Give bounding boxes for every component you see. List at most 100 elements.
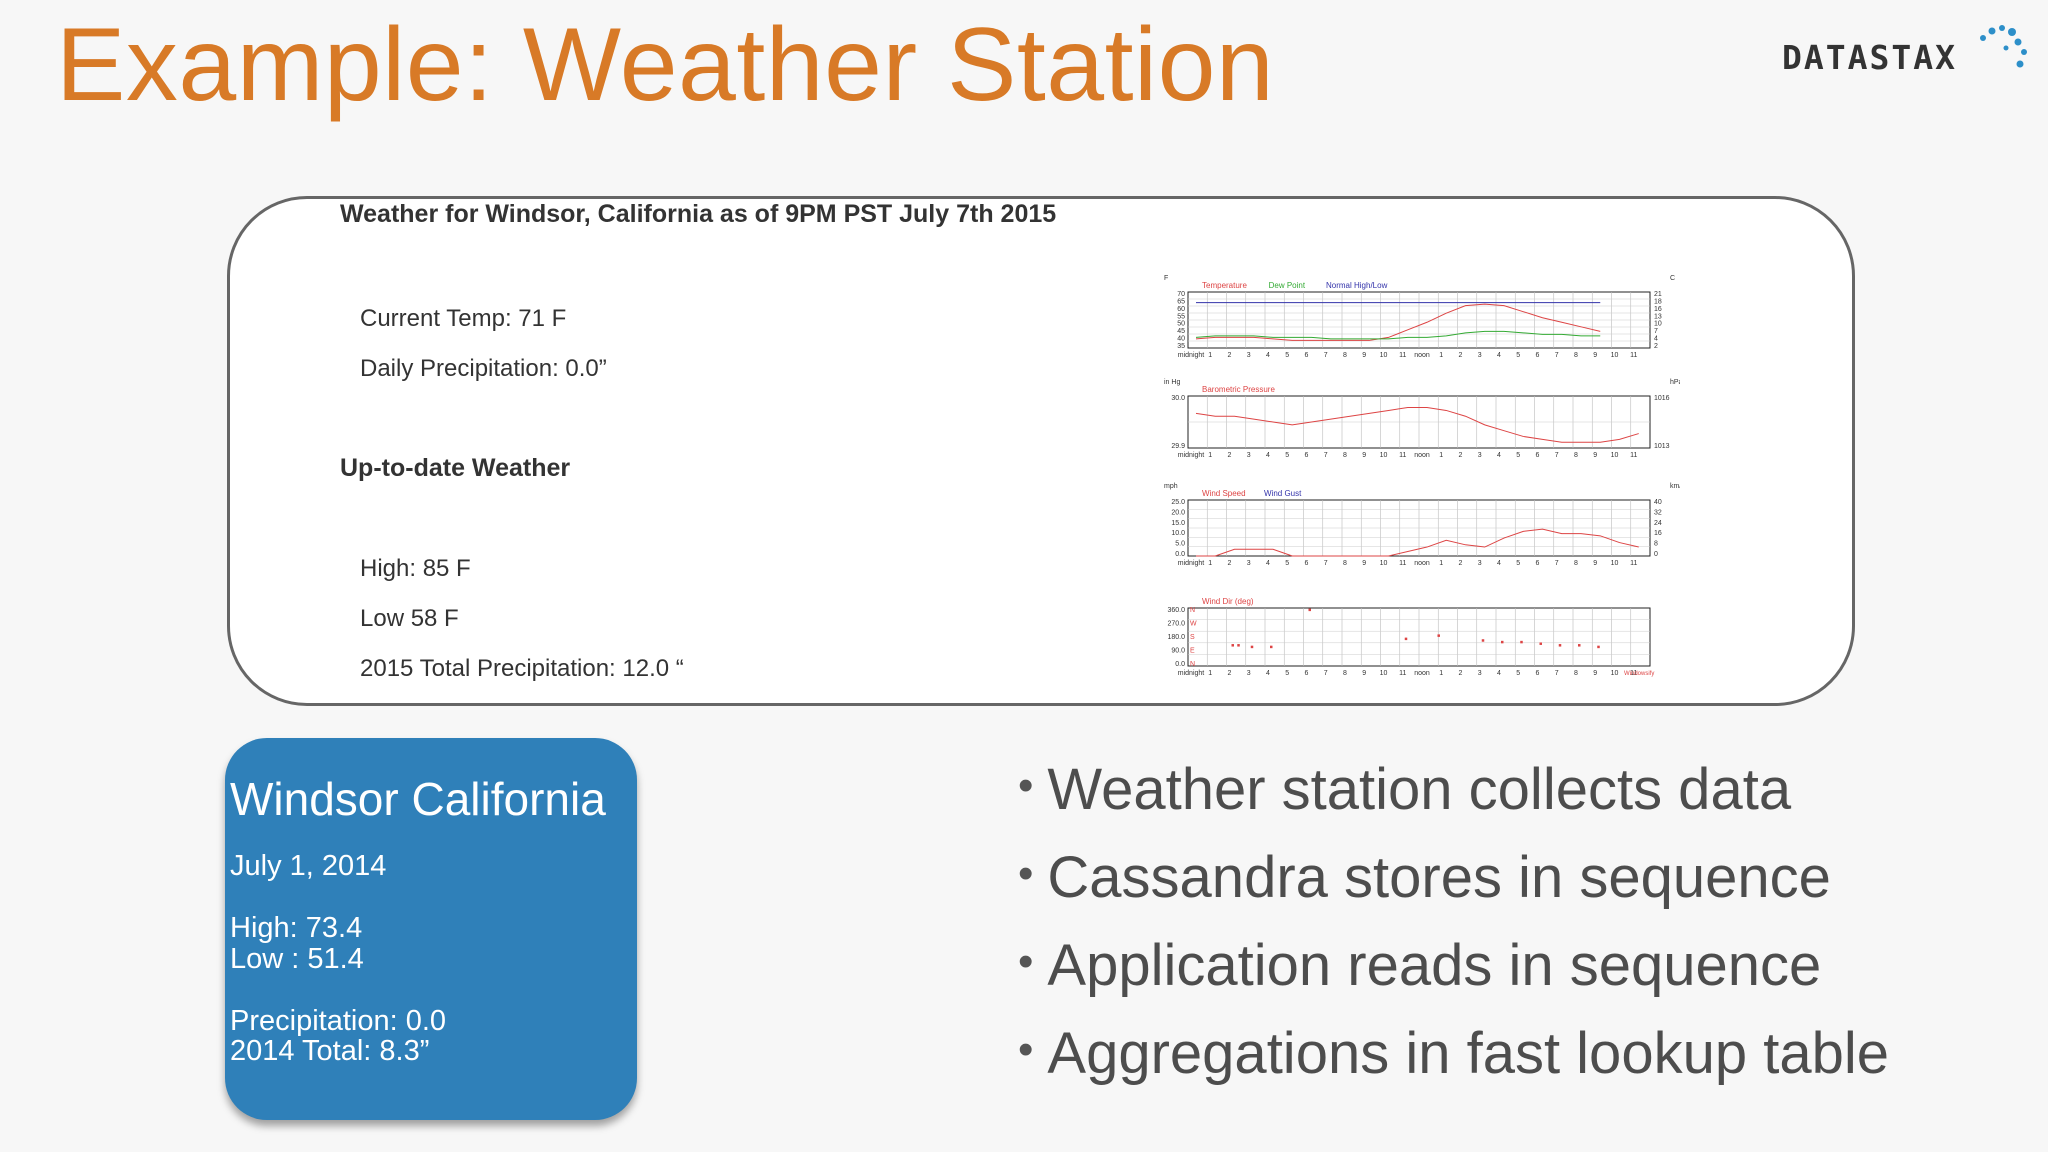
high-temp: High: 85 F: [360, 555, 471, 582]
y-tick-label: 30.0: [1171, 395, 1185, 402]
x-tick-label: 9: [1362, 352, 1366, 359]
y-tick-label: 25.0: [1171, 499, 1185, 506]
wind-dir-point: [1404, 637, 1408, 641]
x-tick-label: 6: [1305, 452, 1309, 459]
current-temp: Current Temp: 71 F: [360, 305, 567, 332]
series-line: [1195, 330, 1601, 340]
x-tick-label: 4: [1497, 452, 1501, 459]
y-tick-label: 50: [1177, 321, 1185, 328]
x-tick-label: 5: [1516, 560, 1520, 567]
logo-dots-icon: [1980, 25, 2027, 68]
x-tick-label: 7: [1324, 452, 1328, 459]
y-tick-label: 10.0: [1171, 530, 1185, 537]
x-tick-label: 2: [1459, 352, 1463, 359]
bullet-item: • Weather station collects data: [1018, 756, 1791, 823]
x-tick-label: 11: [1630, 560, 1637, 567]
x-tick-label: midnight: [1178, 352, 1205, 359]
compass-label: W: [1190, 621, 1197, 628]
legend-label: Temperature: [1202, 281, 1247, 290]
wind-dir-point: [1539, 642, 1542, 645]
wind-dir-point: [1250, 645, 1254, 649]
y-tick-label: 5.0: [1175, 541, 1185, 548]
x-tick-label: 8: [1343, 452, 1347, 459]
y-tick-label: 10: [1654, 321, 1662, 328]
x-tick-label: 9: [1362, 670, 1366, 677]
wind-dir-point: [1308, 608, 1311, 612]
x-tick-label: 1: [1208, 452, 1212, 459]
y-tick-label: 24: [1654, 520, 1662, 527]
y-tick-label: 8: [1654, 541, 1658, 548]
x-tick-label: 7: [1555, 352, 1559, 359]
x-tick-label: 9: [1593, 670, 1597, 677]
x-tick-label: 3: [1478, 452, 1482, 459]
bullet-text: Cassandra stores in sequence: [1047, 845, 1831, 910]
legend-label: Wind Speed: [1202, 489, 1246, 498]
card-precipitation: Precipitation: 0.0: [230, 1005, 447, 1037]
x-tick-label: 11: [1399, 670, 1406, 677]
x-tick-label: 6: [1536, 352, 1540, 359]
bullet-text: Aggregations in fast lookup table: [1047, 1021, 1889, 1086]
weather-header: Weather for Windsor, California as of 9P…: [340, 200, 1057, 228]
x-tick-label: 9: [1593, 452, 1597, 459]
y-tick-label: 40: [1177, 336, 1185, 343]
x-tick-label: 7: [1324, 352, 1328, 359]
x-tick-label: 3: [1247, 452, 1251, 459]
bullet-dot-icon: •: [1018, 848, 1034, 898]
x-tick-label: 4: [1497, 670, 1501, 677]
bullet-dot-icon: •: [1018, 936, 1034, 986]
x-tick-label: 1: [1208, 670, 1212, 677]
y-tick-label: 13: [1654, 313, 1662, 320]
logo-text: DATASTAX: [1782, 38, 1957, 77]
wind-dir-point: [1520, 640, 1523, 644]
y-tick-label: 16: [1654, 306, 1662, 313]
x-tick-label: 1: [1439, 560, 1443, 567]
legend-label: Wind Gust: [1264, 489, 1302, 498]
y-tick-label: 65: [1177, 298, 1185, 305]
y-tick-label: 90.0: [1171, 648, 1185, 655]
x-tick-label: 1: [1439, 452, 1443, 459]
x-tick-label: 11: [1399, 452, 1406, 459]
x-tick-label: 6: [1536, 452, 1540, 459]
y-tick-label: 270.0: [1167, 621, 1185, 628]
x-tick-label: 3: [1478, 670, 1482, 677]
y-tick-label: 360.0: [1167, 607, 1185, 614]
x-tick-label: 10: [1611, 670, 1619, 677]
x-tick-label: noon: [1414, 670, 1430, 677]
legend-label: Normal High/Low: [1326, 281, 1388, 290]
x-tick-label: 5: [1285, 352, 1289, 359]
x-tick-label: 3: [1247, 352, 1251, 359]
chart-footer: Windowsify: [1624, 671, 1654, 677]
y-tick-label: 20.0: [1171, 509, 1185, 516]
x-tick-label: 1: [1208, 352, 1212, 359]
x-tick-label: 3: [1478, 560, 1482, 567]
card-low: Low : 51.4: [230, 943, 364, 975]
compass-label: N: [1190, 607, 1195, 614]
x-tick-label: 9: [1362, 560, 1366, 567]
bullet-item: • Cassandra stores in sequence: [1018, 844, 1831, 911]
x-tick-label: noon: [1414, 352, 1430, 359]
x-tick-label: 11: [1399, 352, 1406, 359]
wind-dir-point: [1558, 644, 1562, 647]
x-tick-label: 1: [1439, 670, 1443, 677]
wind-dir-point: [1270, 645, 1273, 649]
low-temp: Low 58 F: [360, 605, 459, 632]
x-tick-label: 5: [1516, 452, 1520, 459]
unit-label: hPa: [1670, 379, 1680, 386]
x-tick-label: 6: [1305, 560, 1309, 567]
x-tick-label: 10: [1380, 452, 1388, 459]
bullet-dot-icon: •: [1018, 1024, 1034, 1074]
y-tick-label: 60: [1177, 306, 1185, 313]
bullet-text: Weather station collects data: [1047, 757, 1792, 822]
unit-label: mph: [1164, 483, 1178, 490]
unit-label: km/h: [1670, 483, 1680, 490]
x-tick-label: midnight: [1178, 670, 1205, 677]
unit-label: F: [1164, 275, 1168, 282]
x-tick-label: 5: [1516, 670, 1520, 677]
x-tick-label: 5: [1285, 670, 1289, 677]
x-tick-label: 10: [1380, 352, 1388, 359]
bullet-dot-icon: •: [1018, 760, 1034, 810]
x-tick-label: 6: [1536, 670, 1540, 677]
wind-dir-point: [1437, 634, 1440, 637]
x-tick-label: 6: [1536, 560, 1540, 567]
